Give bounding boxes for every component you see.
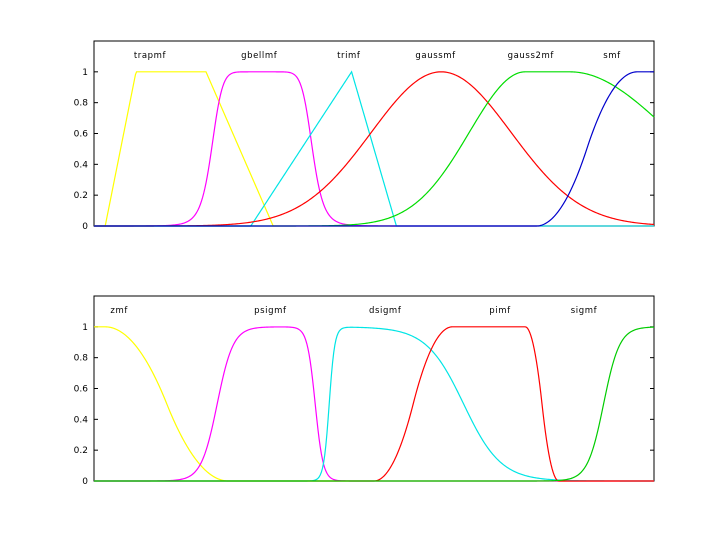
series-label-zmf: zmf — [110, 306, 128, 316]
y-tick-label: 0.8 — [74, 354, 89, 364]
y-tick-label: 0.8 — [74, 99, 89, 109]
axes-bottom: 0 0.2 0.4 0.6 0.8 1 zmf psigmf dsigmf pimf sigmf — [74, 295, 655, 487]
y-tick-label: 0.2 — [74, 191, 88, 201]
series-label-pimf: pimf — [489, 306, 511, 316]
series-label-smf: smf — [603, 51, 621, 61]
series-label-trimf: trimf — [337, 51, 361, 61]
axes-frame — [93, 295, 655, 482]
y-tick-label: 0.6 — [74, 385, 89, 395]
y-tick-label: 0 — [82, 477, 88, 487]
axes-top: 0 0.2 0.4 0.6 0.8 1 trapmf gbellmf trimf gaussmf g… — [74, 40, 655, 232]
series-label-trapmf: trapmf — [134, 51, 167, 61]
series-label-gaussmf: gaussmf — [415, 51, 456, 61]
series-label-sigmf: sigmf — [571, 306, 598, 316]
series-label-gbellmf: gbellmf — [241, 51, 278, 61]
series-label-psigmf: psigmf — [254, 306, 287, 316]
series-line-smf — [94, 71, 654, 227]
y-tick-label: 0.4 — [74, 160, 89, 170]
y-tick-label: 0.2 — [74, 446, 88, 456]
y-tick-label: 0 — [82, 222, 88, 232]
series-label-gauss2mf: gauss2mf — [508, 51, 555, 61]
y-tick-label: 0.6 — [74, 130, 89, 140]
y-tick-label: 1 — [82, 68, 88, 78]
y-tick-label: 1 — [82, 323, 88, 333]
y-tick-label: 0.4 — [74, 415, 89, 425]
series-line-sigmf — [94, 326, 655, 482]
series-label-dsigmf: dsigmf — [369, 306, 402, 316]
